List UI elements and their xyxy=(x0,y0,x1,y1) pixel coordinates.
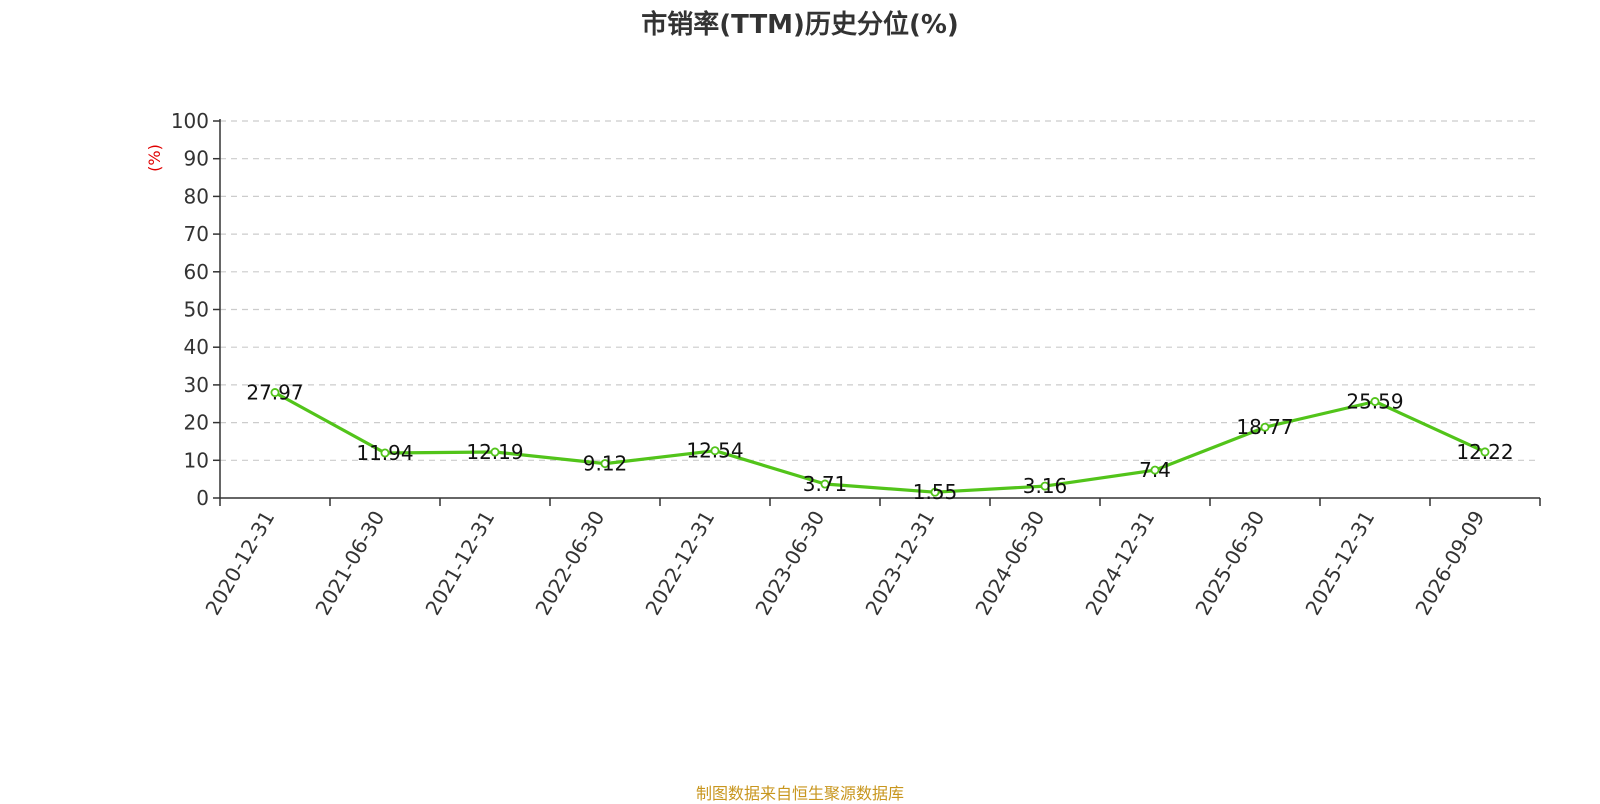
grid-lines xyxy=(220,120,1540,461)
data-point xyxy=(930,487,940,497)
data-label: 25.59 xyxy=(1346,390,1403,414)
data-label: 11.94 xyxy=(356,441,413,465)
y-tick-label: 0 xyxy=(196,486,209,510)
data-point xyxy=(600,459,610,469)
data-point xyxy=(1260,422,1270,432)
data-point xyxy=(490,447,500,457)
x-tick-label: 2022-12-31 xyxy=(640,507,719,620)
x-tick-label: 2023-06-30 xyxy=(750,507,829,620)
y-tick-label: 40 xyxy=(184,335,209,359)
data-point xyxy=(1150,465,1160,475)
y-tick-label: 90 xyxy=(184,147,209,171)
y-tick-label: 30 xyxy=(184,373,209,397)
data-point xyxy=(1040,481,1050,491)
x-tick-label: 2023-12-31 xyxy=(860,507,939,620)
x-tick-label: 2020-12-31 xyxy=(200,507,279,620)
x-tick-label: 2024-06-30 xyxy=(970,507,1049,620)
data-label: 1.55 xyxy=(913,480,958,504)
y-tick-label: 20 xyxy=(184,411,209,435)
y-tick-label: 100 xyxy=(171,109,209,133)
data-point xyxy=(820,479,830,489)
data-label: 3.71 xyxy=(803,472,848,496)
data-point xyxy=(1370,397,1380,407)
y-tick-label: 60 xyxy=(184,260,209,284)
x-tick-label: 2026-09-09 xyxy=(1410,507,1489,620)
x-tick-label: 2024-12-31 xyxy=(1080,507,1159,620)
x-tick-label: 2021-12-31 xyxy=(420,507,499,620)
y-axis-label: (%) xyxy=(145,144,164,172)
data-labels: 27.97 11.94 12.19 9.12 12.54 3.71 1.55 3.16 7.4 1… xyxy=(246,381,1513,505)
data-label: 7.4 xyxy=(1139,458,1171,482)
y-tick-label: 50 xyxy=(184,298,209,322)
data-label: 27.97 xyxy=(246,381,303,405)
x-tick-label: 2025-06-30 xyxy=(1190,507,1269,620)
series-line-path xyxy=(274,391,1486,494)
data-points xyxy=(270,388,1490,497)
data-label: 12.22 xyxy=(1456,440,1513,464)
y-tick-label: 10 xyxy=(184,448,209,472)
data-point xyxy=(270,388,280,398)
data-label: 9.12 xyxy=(583,452,628,476)
x-tick-label: 2025-12-31 xyxy=(1300,507,1379,620)
data-label: 18.77 xyxy=(1236,415,1293,439)
data-point xyxy=(1480,447,1490,457)
data-point xyxy=(710,446,720,456)
series-line xyxy=(274,391,1486,494)
data-label: 12.54 xyxy=(686,439,743,463)
data-point xyxy=(380,448,390,458)
data-label: 12.19 xyxy=(466,440,523,464)
source-note: 制图数据来自恒生聚源数据库 xyxy=(695,784,904,803)
data-label: 3.16 xyxy=(1023,474,1068,498)
y-tick-label: 80 xyxy=(184,184,209,208)
chart-title: 市销率(TTM)历史分位(%) xyxy=(641,9,959,40)
x-tick-label: 2021-06-30 xyxy=(310,507,389,620)
axes: 0 10 20 30 40 50 60 70 80 90 100 2020-12-31 2021-06-… xyxy=(171,109,1541,620)
x-tick-label: 2022-06-30 xyxy=(530,507,609,620)
y-tick-label: 70 xyxy=(184,222,209,246)
